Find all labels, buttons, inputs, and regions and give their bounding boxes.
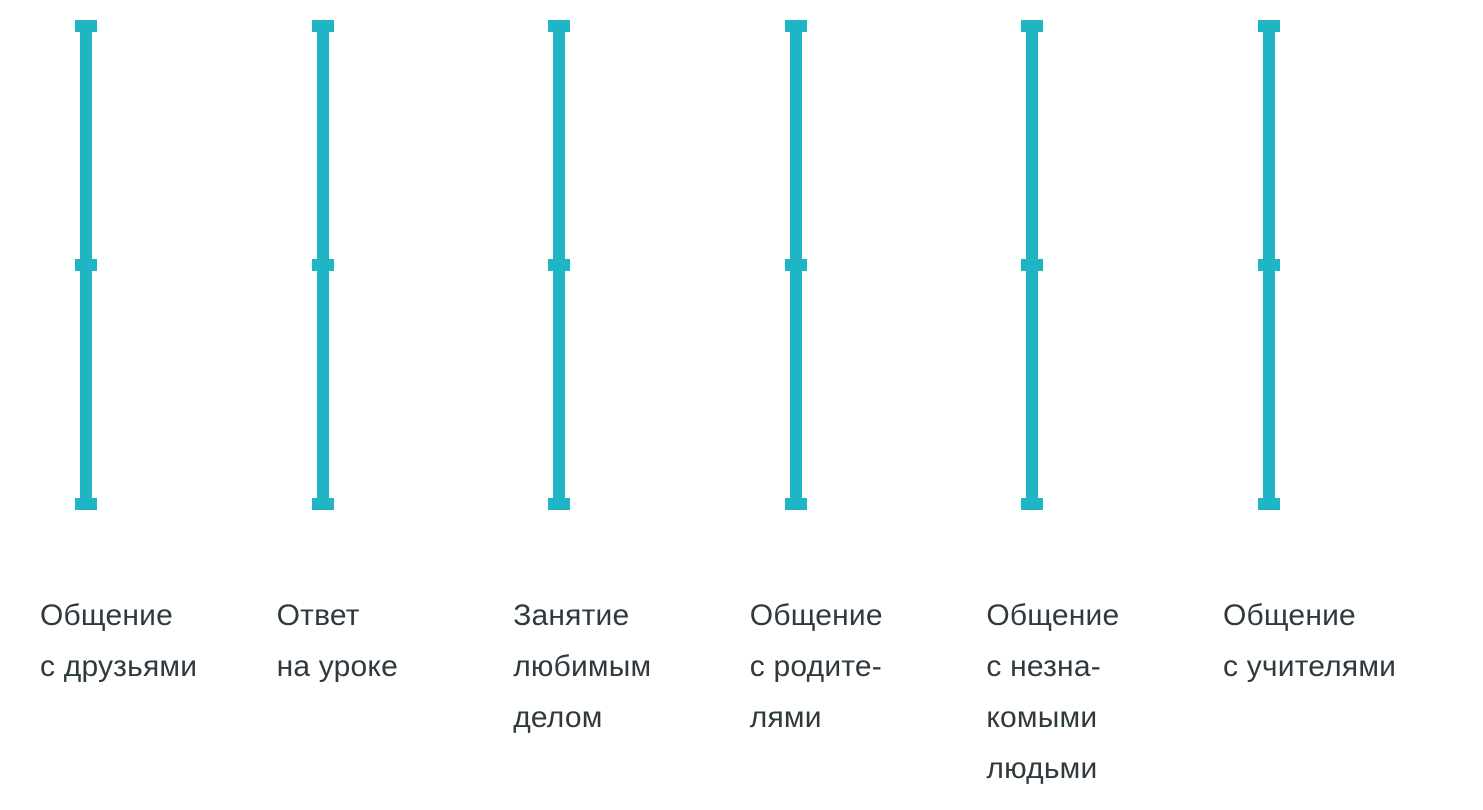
column-label: Общениес родите-лями [750, 590, 883, 743]
chart-container: Общениес друзьями Ответна уроке Занятиелюб… [0, 0, 1483, 794]
bar-wrapper [317, 20, 329, 530]
bar-cap-top [312, 20, 334, 32]
bar-cap-bottom [785, 498, 807, 510]
bar-cap-mid [1021, 259, 1043, 271]
bar-wrapper [790, 20, 802, 530]
chart-column: Общениес друзьями [40, 20, 260, 794]
bar-cap-top [785, 20, 807, 32]
bar-cap-mid [548, 259, 570, 271]
column-label: Общениес незна-комымилюдьми [986, 590, 1119, 794]
scale-bar [1263, 20, 1275, 510]
column-label: Занятиелюбимымделом [513, 590, 651, 743]
bar-cap-bottom [1021, 498, 1043, 510]
scale-bar [317, 20, 329, 510]
column-label: Общениес учителями [1223, 590, 1396, 692]
bar-wrapper [80, 20, 92, 530]
bar-cap-mid [1258, 259, 1280, 271]
chart-column: Общениес родите-лями [750, 20, 970, 794]
bar-wrapper [1263, 20, 1275, 530]
bar-cap-top [548, 20, 570, 32]
chart-column: Общениес учителями [1223, 20, 1443, 794]
bar-cap-bottom [548, 498, 570, 510]
bar-wrapper [1026, 20, 1038, 530]
bar-cap-top [1258, 20, 1280, 32]
scale-bar [1026, 20, 1038, 510]
bar-cap-mid [785, 259, 807, 271]
scale-bar [790, 20, 802, 510]
bar-cap-mid [312, 259, 334, 271]
chart-column: Ответна уроке [277, 20, 497, 794]
bar-wrapper [553, 20, 565, 530]
bar-cap-bottom [312, 498, 334, 510]
bar-cap-bottom [1258, 498, 1280, 510]
chart-column: Занятиелюбимымделом [513, 20, 733, 794]
chart-column: Общениес незна-комымилюдьми [986, 20, 1206, 794]
column-label: Ответна уроке [277, 590, 398, 692]
bar-cap-top [1021, 20, 1043, 32]
bar-cap-bottom [75, 498, 97, 510]
column-label: Общениес друзьями [40, 590, 197, 692]
scale-bar [553, 20, 565, 510]
scale-bar [80, 20, 92, 510]
bar-cap-mid [75, 259, 97, 271]
bar-cap-top [75, 20, 97, 32]
